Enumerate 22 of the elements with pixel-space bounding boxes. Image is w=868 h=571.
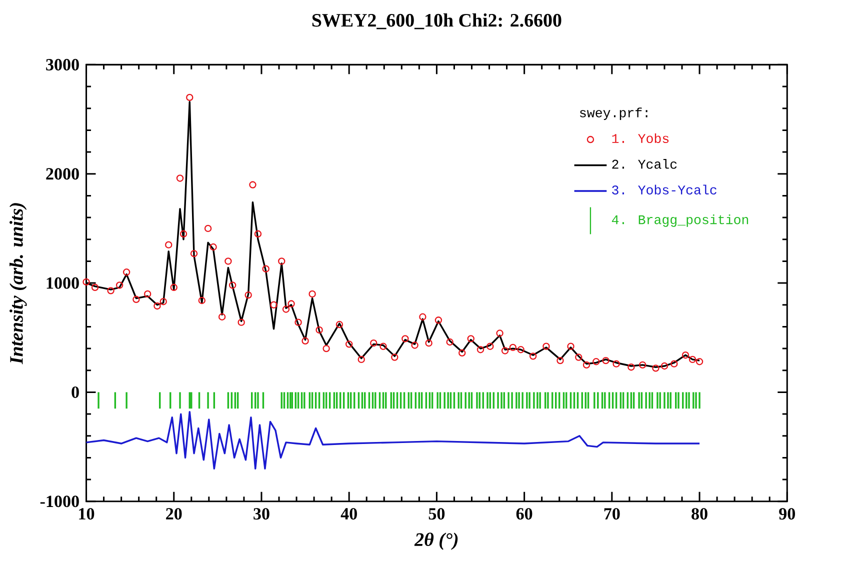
legend-label: 1. Yobs bbox=[612, 133, 669, 143]
y-tick-label: 1000 bbox=[46, 277, 79, 289]
x-tick-label: 30 bbox=[254, 508, 270, 520]
x-tick-label: 20 bbox=[166, 508, 182, 520]
legend-label: 4. Bragg_position bbox=[612, 214, 748, 227]
y-tick-label: 3000 bbox=[46, 58, 79, 70]
x-tick-label: 40 bbox=[340, 508, 357, 520]
chart-title: SWEY2_600_10h Chi2: 2.6600 bbox=[312, 13, 562, 29]
y-tick-label: 2000 bbox=[46, 168, 79, 180]
x-tick-label: 50 bbox=[428, 508, 445, 520]
x-tick-label: 60 bbox=[516, 508, 532, 520]
y-tick-label: 0 bbox=[72, 386, 79, 398]
legend-label: 3. Yobs-Ycalc bbox=[612, 184, 716, 194]
x-tick-label: 90 bbox=[779, 508, 796, 520]
x-axis-title: 2θ (°) bbox=[414, 532, 458, 550]
x-tick-label: 70 bbox=[604, 508, 620, 520]
legend-title: swey.prf: bbox=[580, 107, 648, 120]
y-axis-title: Intensity (arb. units) bbox=[10, 202, 27, 364]
x-tick-label: 80 bbox=[692, 508, 708, 520]
y-tick-label: -1000 bbox=[40, 495, 79, 507]
legend-label: 2. Ycalc bbox=[612, 158, 677, 169]
x-tick-label: 10 bbox=[79, 508, 94, 520]
